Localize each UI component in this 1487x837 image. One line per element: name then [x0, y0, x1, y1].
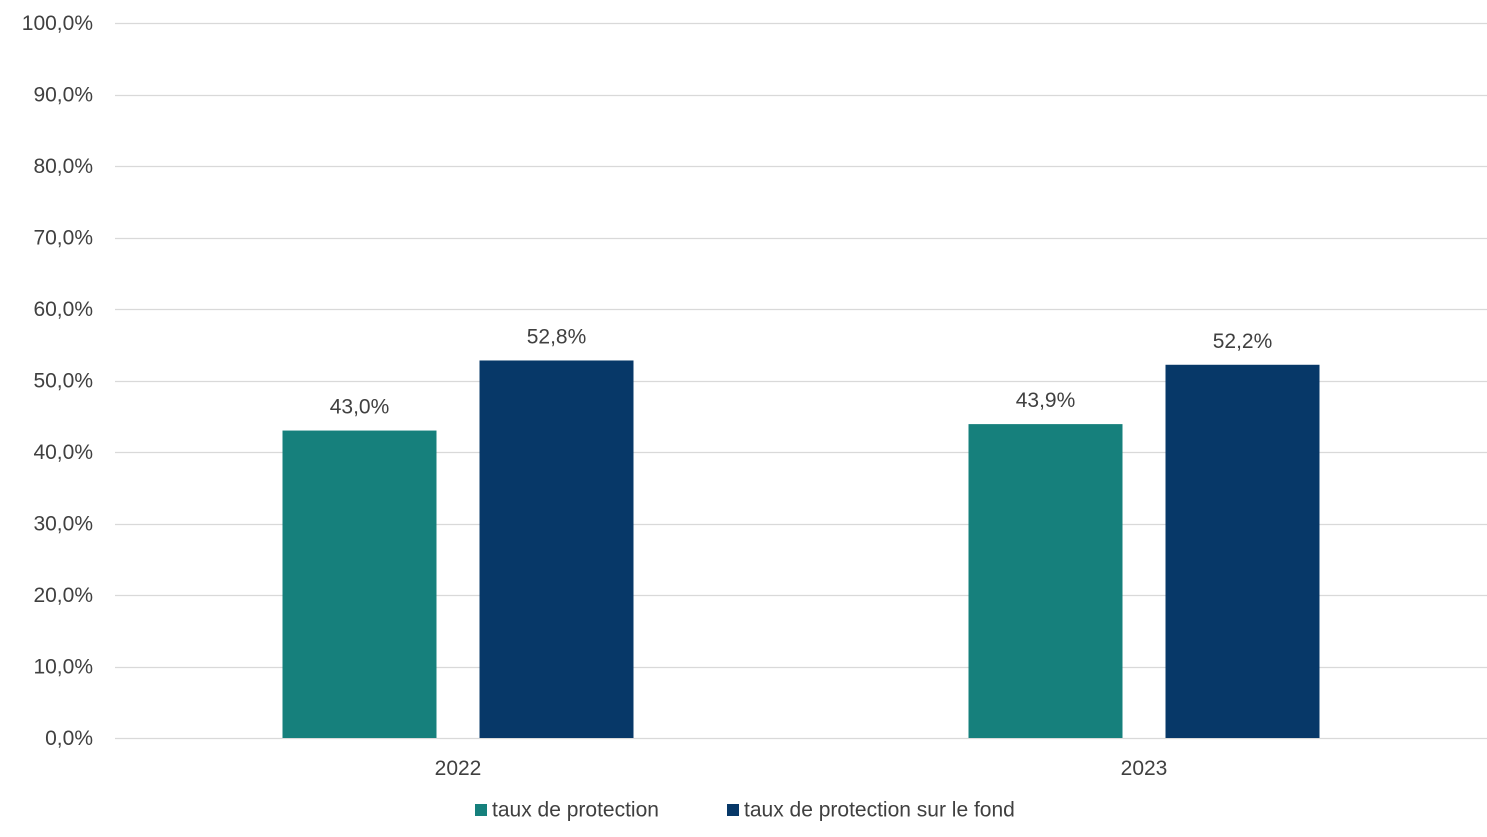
data-labels: 43,0% 52,8% 43,9% 52,2% [330, 325, 1273, 418]
y-tick-label: 30,0% [33, 513, 93, 536]
y-axis-ticks: 0,0% 10,0% 20,0% 30,0% 40,0% 50,0% 60,0% 70,0% 8… [22, 12, 93, 750]
y-tick-label: 90,0% [33, 84, 93, 107]
y-tick-label: 20,0% [33, 584, 93, 607]
y-tick-label: 70,0% [33, 227, 93, 250]
legend: taux de protection taux de protection sur… [475, 799, 1015, 822]
legend-swatch [727, 804, 739, 816]
x-axis-ticks: 2022 2023 [435, 757, 1168, 780]
data-label: 52,2% [1213, 330, 1273, 353]
data-label: 43,9% [1016, 389, 1076, 412]
y-tick-label: 40,0% [33, 441, 93, 464]
x-tick-label: 2022 [435, 757, 482, 780]
data-label: 52,8% [527, 325, 587, 348]
y-tick-label: 60,0% [33, 298, 93, 321]
y-tick-label: 100,0% [22, 12, 93, 35]
y-tick-label: 0,0% [45, 727, 93, 750]
y-tick-label: 50,0% [33, 370, 93, 393]
y-tick-label: 10,0% [33, 656, 93, 679]
legend-label: taux de protection sur le fond [744, 799, 1015, 822]
bar [1165, 364, 1320, 738]
y-tick-label: 80,0% [33, 155, 93, 178]
bar [282, 430, 437, 738]
data-label: 43,0% [330, 396, 390, 419]
legend-swatch [475, 804, 487, 816]
bars [282, 360, 1320, 738]
bar [479, 360, 634, 738]
bar [968, 424, 1123, 738]
x-tick-label: 2023 [1121, 757, 1168, 780]
legend-label: taux de protection [492, 799, 659, 822]
